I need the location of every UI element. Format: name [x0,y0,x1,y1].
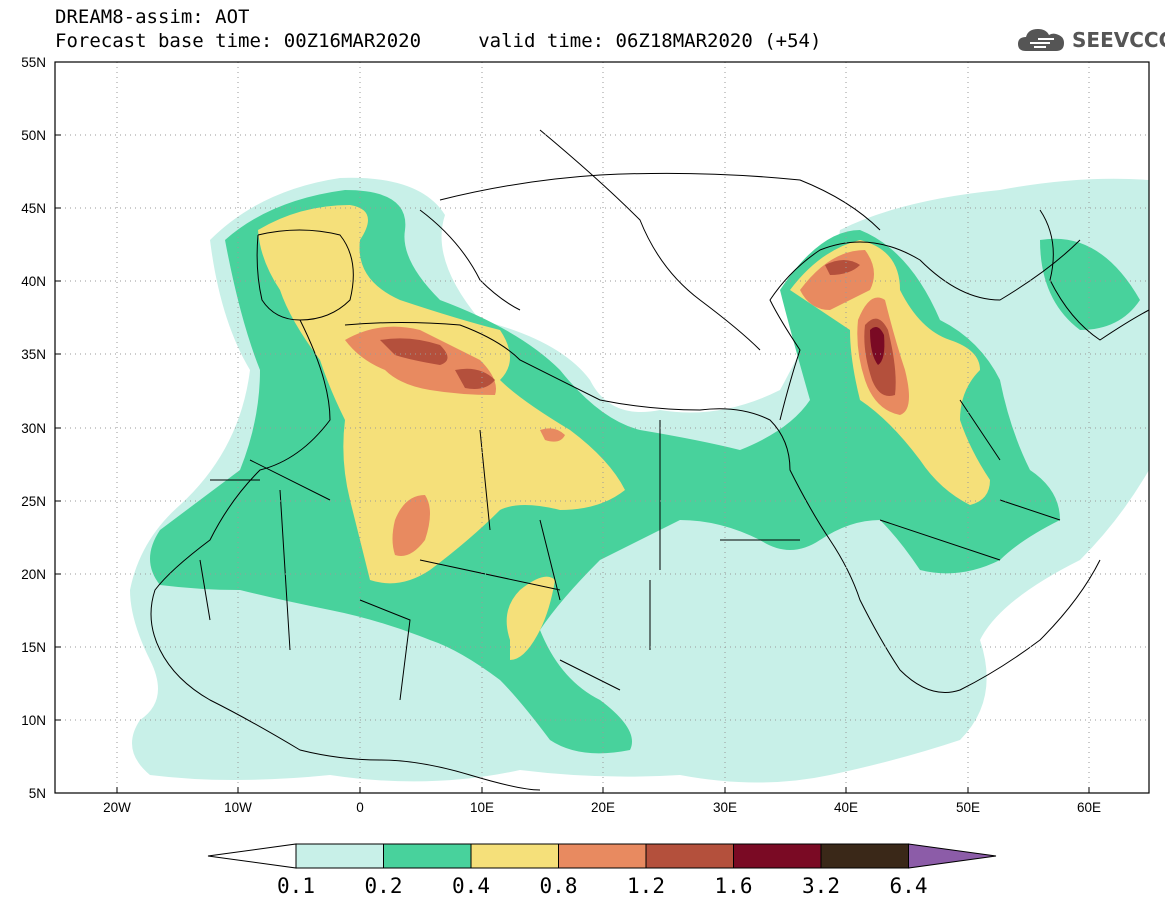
lon-label: 20E [591,800,615,815]
lat-label: 20N [21,567,46,582]
lat-label: 55N [21,55,46,70]
lon-label: 40E [834,800,858,815]
lon-label: 30E [713,800,737,815]
forecast-times: Forecast base time: 00Z16MAR2020 valid t… [55,30,822,52]
lon-label: 10E [470,800,494,815]
colorbar-label: 3.2 [802,874,840,898]
colorbar-cell [558,843,647,869]
tick-marks [55,61,1090,794]
colorbar-label: 6.4 [890,874,928,898]
lat-labels: 55N 50N 45N 40N 35N 30N 25N 20N 15N 10N … [21,55,46,801]
colorbar-label: 1.6 [715,874,753,898]
lon-label: 50E [956,800,980,815]
lat-label: 45N [21,201,46,216]
colorbar-cell [820,843,909,869]
colorbar-cell [645,843,734,869]
colorbar-cell [733,843,822,869]
colorbar: 0.1 0.2 0.4 0.8 1.2 1.6 3.2 6.4 [207,843,997,898]
map-title: DREAM8-assim: AOT [55,6,250,28]
colorbar-label: 0.1 [277,874,315,898]
colorbar-cell [470,843,559,869]
lat-label: 10N [21,713,46,728]
lat-label: 40N [21,274,46,289]
lon-label: 10W [224,800,252,815]
colorbar-label: 0.2 [365,874,403,898]
colorbar-label: 0.8 [540,874,578,898]
lat-label: 5N [29,786,46,801]
colorbar-cell [295,843,384,869]
lon-label: 60E [1077,800,1101,815]
colorbar-low-arrow [207,843,297,869]
coastlines [150,129,1149,791]
lat-label: 15N [21,640,46,655]
lon-labels: 20W 10W 0 10E 20E 30E 40E 50E 60E [103,800,1101,815]
colorbar-label: 0.4 [452,874,490,898]
colorbar-high-arrow [908,843,997,869]
lat-label: 30N [21,421,46,436]
graticule [55,62,1149,793]
colorbar-label: 1.2 [627,874,665,898]
lon-label: 20W [103,800,131,815]
cloud-icon [1018,29,1064,51]
lat-label: 50N [21,128,46,143]
aot-field [130,177,1149,783]
logo-text: SEEVCCC [1072,28,1165,52]
lon-label: 0 [356,800,364,815]
aot-band-1.6 [870,326,885,365]
lat-label: 25N [21,494,46,509]
colorbar-cell [383,843,472,869]
seevccc-logo: SEEVCCC [1016,22,1165,58]
lat-label: 35N [21,347,46,362]
